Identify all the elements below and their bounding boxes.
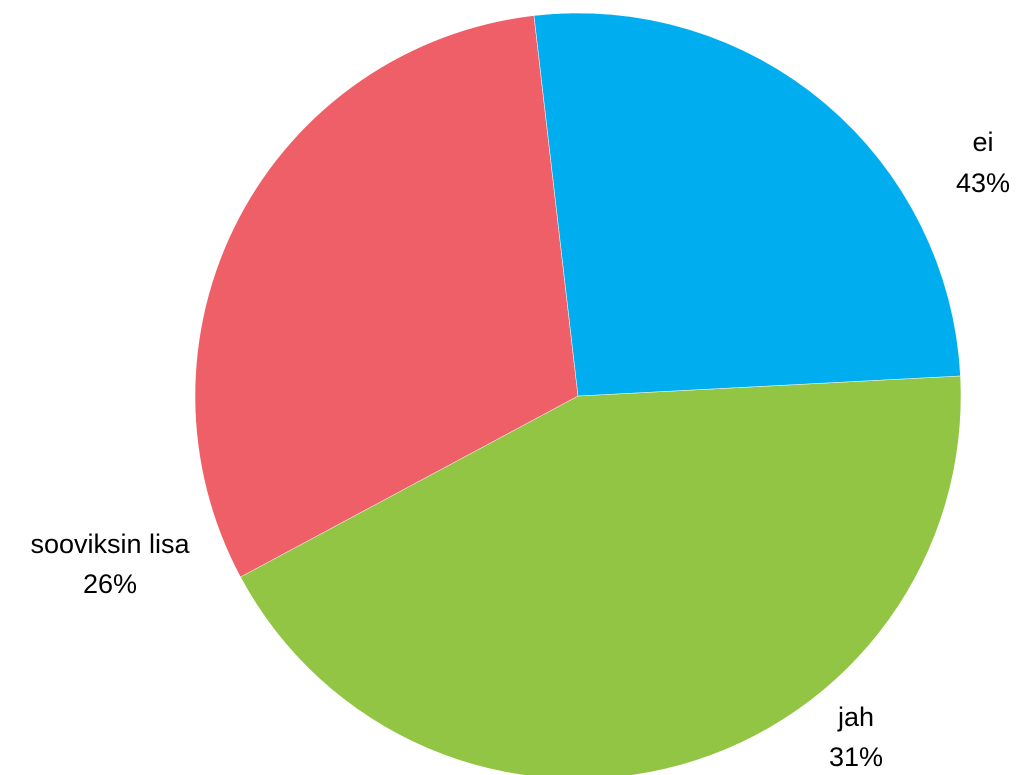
slice-label-ei: ei — [972, 127, 993, 157]
pie-slice-jah — [194, 15, 579, 578]
pie-slice-sooviksin-lisa — [533, 12, 961, 397]
pie-slices — [194, 12, 962, 775]
pie-slice-ei — [240, 375, 962, 775]
slice-value-ei: 43% — [956, 168, 1010, 198]
pie-labels: ei 43% jah 31% sooviksin lisa 26% — [30, 127, 1010, 772]
slice-value-sooviksin-lisa: 26% — [83, 569, 137, 599]
slice-value-jah: 31% — [829, 742, 883, 772]
slice-label-jah: jah — [837, 702, 874, 732]
slice-label-sooviksin-lisa: sooviksin lisa — [30, 529, 190, 559]
